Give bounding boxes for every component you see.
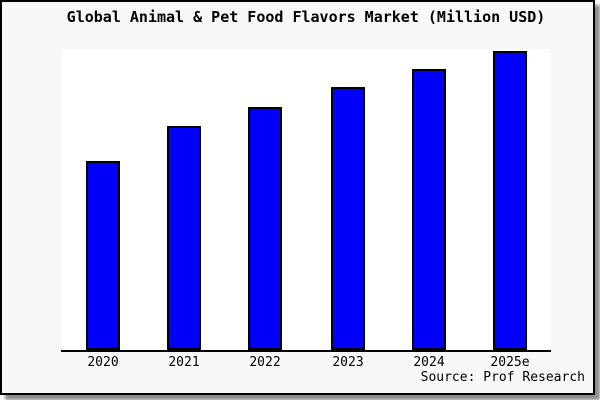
x-tick-label-2025e: 2025e: [490, 355, 530, 370]
x-tick-label-2024: 2024: [413, 355, 445, 370]
bar-2020: [86, 161, 120, 350]
bar-2024: [412, 69, 446, 350]
x-tick-label-2022: 2022: [249, 355, 281, 370]
bar-2023: [331, 87, 365, 350]
chart-title: Global Animal & Pet Food Flavors Market …: [66, 8, 546, 26]
bar-2022: [248, 107, 282, 350]
bar-2025e: [493, 51, 527, 350]
x-tick-label-2023: 2023: [332, 355, 364, 370]
bar-2021: [167, 126, 201, 350]
x-tick-label-2020: 2020: [87, 355, 119, 370]
x-tick-label-2021: 2021: [168, 355, 200, 370]
source-credit: Source: Prof Research: [420, 370, 585, 385]
plot-area: [61, 49, 551, 352]
chart-card: Global Animal & Pet Food Flavors Market …: [0, 0, 595, 395]
